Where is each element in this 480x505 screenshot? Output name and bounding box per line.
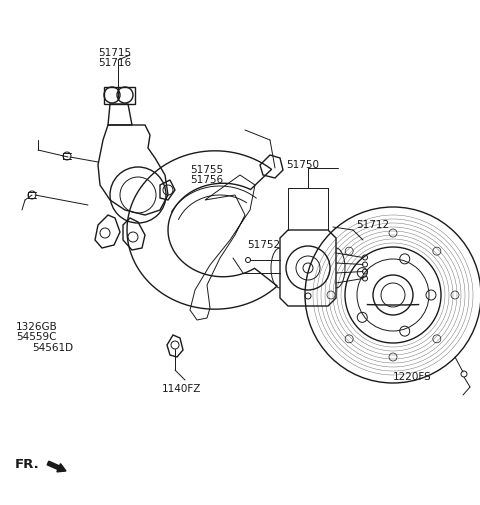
Text: 51712: 51712 (356, 220, 389, 230)
Text: FR.: FR. (15, 459, 40, 472)
FancyArrow shape (47, 461, 66, 472)
Text: 1326GB: 1326GB (16, 322, 58, 332)
Text: 51750: 51750 (286, 160, 319, 170)
Text: 51756: 51756 (190, 175, 223, 185)
Text: 54559C: 54559C (16, 332, 57, 342)
Text: 51716: 51716 (98, 58, 131, 68)
Text: 51752: 51752 (247, 240, 280, 250)
Text: 51755: 51755 (190, 165, 223, 175)
Text: 51715: 51715 (98, 48, 131, 58)
Text: 1140FZ: 1140FZ (162, 384, 202, 394)
Text: 54561D: 54561D (32, 343, 73, 353)
Text: 1220FS: 1220FS (393, 372, 432, 382)
